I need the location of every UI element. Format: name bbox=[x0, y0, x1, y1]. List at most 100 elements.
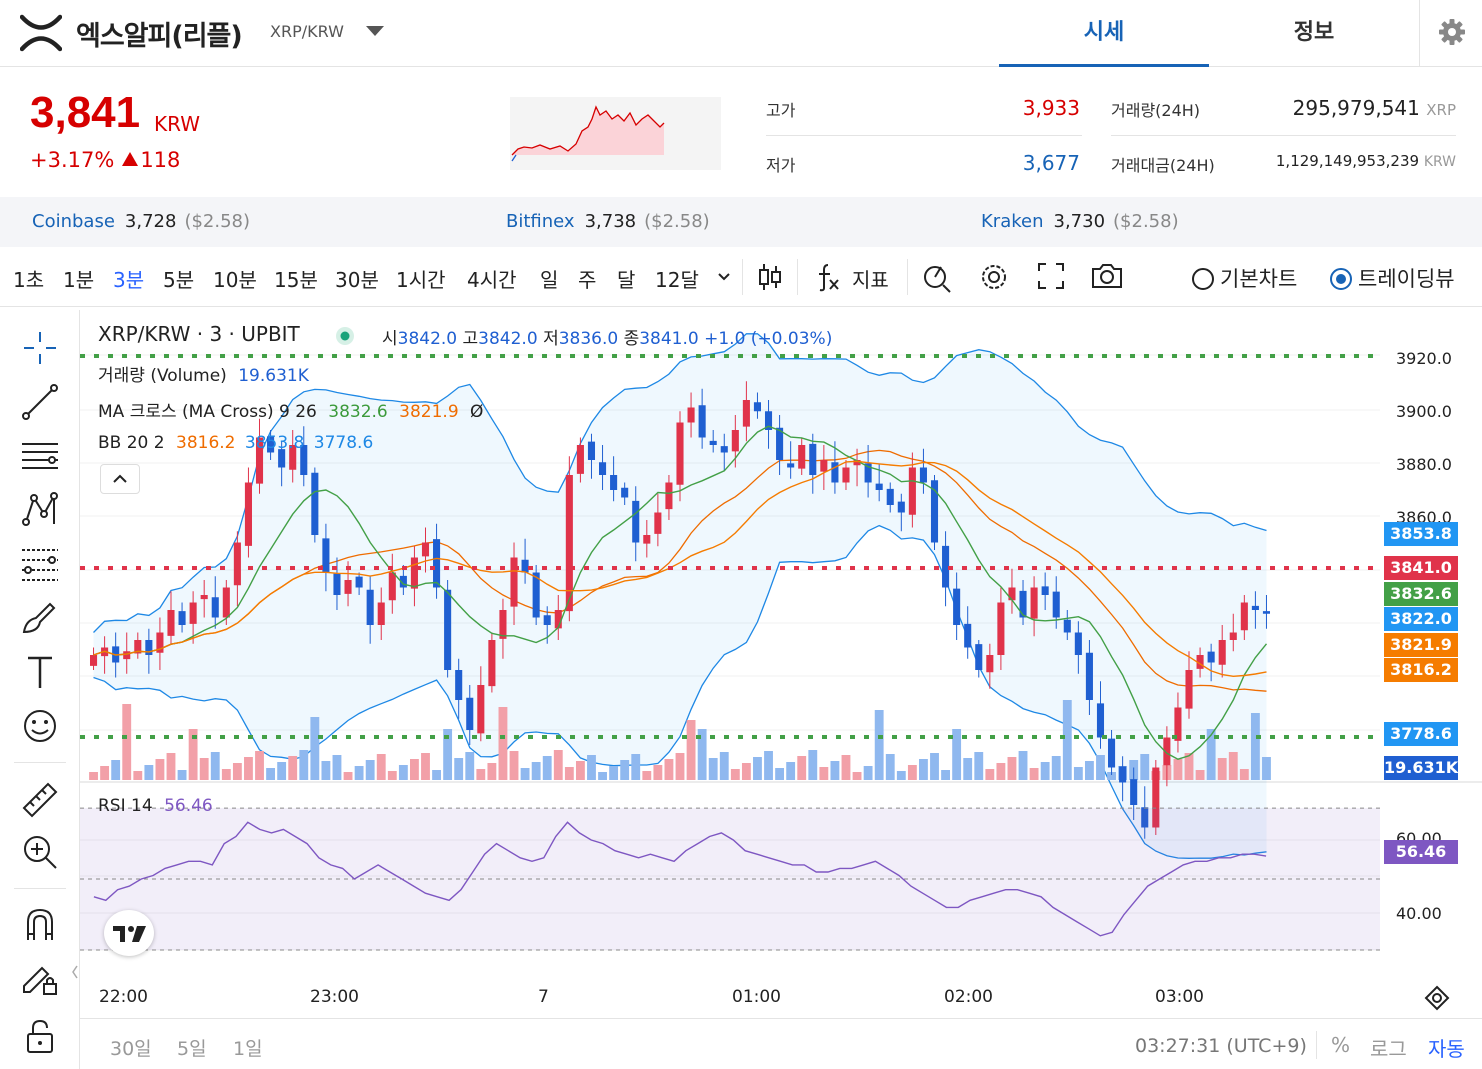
brush-icon[interactable] bbox=[20, 598, 60, 638]
settings-button[interactable] bbox=[1419, 0, 1482, 67]
volume-label: 거래량(24H) bbox=[1111, 101, 1201, 120]
settings-icon[interactable] bbox=[978, 261, 1010, 293]
candle-body bbox=[278, 449, 286, 468]
volume-bar bbox=[343, 772, 353, 780]
candle-body bbox=[764, 411, 773, 430]
timeframe-1s[interactable]: 1초 bbox=[13, 268, 45, 292]
range-1d[interactable]: 1일 bbox=[233, 1038, 263, 1060]
auto-toggle[interactable]: 자동 bbox=[1428, 1037, 1465, 1061]
rsi-name: RSI 14 bbox=[98, 796, 153, 816]
pattern-icon[interactable] bbox=[20, 490, 60, 530]
trend-line-icon[interactable] bbox=[20, 382, 60, 422]
moving-averages bbox=[93, 425, 1268, 760]
lock-icon[interactable] bbox=[20, 1016, 60, 1056]
pencil-lock-icon[interactable] bbox=[20, 958, 60, 998]
volume-bar bbox=[299, 750, 309, 780]
indicators-button[interactable]: 지표 bbox=[852, 268, 889, 292]
exchange-kraken[interactable]: Kraken 3,730 ($2.58) bbox=[981, 211, 1179, 232]
ruler-icon[interactable] bbox=[20, 780, 60, 820]
sparkline-chart bbox=[510, 97, 721, 170]
function-icon[interactable] bbox=[814, 261, 842, 293]
fullscreen-icon[interactable] bbox=[1036, 261, 1066, 291]
timeframe-day[interactable]: 일 bbox=[540, 268, 559, 292]
time-tick: 01:00 bbox=[732, 987, 781, 1007]
timeframe-30m[interactable]: 30분 bbox=[335, 268, 379, 292]
candle-body bbox=[333, 573, 341, 595]
mode-tradingview[interactable]: 트레이딩뷰 bbox=[1330, 263, 1455, 293]
log-toggle[interactable]: 로그 bbox=[1370, 1037, 1407, 1061]
zoom-in-icon[interactable] bbox=[20, 832, 60, 872]
trading-chart[interactable] bbox=[80, 310, 1482, 1018]
xrp-logo-icon bbox=[20, 14, 62, 52]
text-icon[interactable] bbox=[20, 652, 60, 692]
volume-unit: XRP bbox=[1426, 101, 1456, 119]
timeframe-5m[interactable]: 5분 bbox=[163, 268, 195, 292]
timeframe-12month[interactable]: 12달 bbox=[655, 268, 699, 292]
collapse-legend-button[interactable] bbox=[100, 464, 140, 494]
volume-bar bbox=[653, 765, 663, 780]
magnet-icon[interactable] bbox=[20, 906, 60, 946]
timeframe-10m[interactable]: 10분 bbox=[213, 268, 257, 292]
volume-bar bbox=[985, 769, 995, 780]
camera-icon[interactable] bbox=[1090, 261, 1124, 291]
volume-value: 295,979,541 XRP bbox=[1230, 96, 1456, 120]
time-tick: 03:00 bbox=[1155, 987, 1204, 1007]
bb-lower-tag: 3778.6 bbox=[1384, 722, 1458, 746]
legend-ma-cross: MA 크로스 (MA Cross) 9 26 3832.6 3821.9 Ø bbox=[98, 397, 483, 422]
candle-body bbox=[123, 651, 131, 660]
tab-info[interactable]: 정보 bbox=[1293, 20, 1335, 45]
volume-bar bbox=[531, 762, 541, 780]
volume-bar bbox=[410, 759, 419, 780]
volume-bar bbox=[1007, 757, 1017, 780]
timeframe-month[interactable]: 달 bbox=[617, 268, 636, 292]
range-30d[interactable]: 30일 bbox=[110, 1038, 152, 1060]
candle-body bbox=[842, 467, 850, 483]
timeframe-3m[interactable]: 3분 bbox=[113, 268, 145, 292]
candle-body bbox=[244, 482, 252, 546]
range-5d[interactable]: 5일 bbox=[177, 1038, 207, 1060]
fib-tool-icon[interactable] bbox=[20, 544, 60, 584]
candle-body bbox=[698, 405, 706, 438]
candle-body bbox=[1108, 738, 1116, 768]
volume-bar bbox=[1195, 770, 1205, 780]
volume-bar bbox=[609, 766, 619, 780]
candle-body bbox=[676, 422, 684, 485]
mode-basic-chart[interactable]: 기본차트 bbox=[1192, 263, 1297, 293]
timeframe-4h[interactable]: 4시간 bbox=[467, 268, 517, 292]
volume-bar bbox=[244, 757, 253, 780]
chevron-down-icon[interactable] bbox=[716, 271, 732, 283]
ma-slow-value: 3821.9 bbox=[399, 402, 459, 422]
tab-price[interactable]: 시세 bbox=[999, 0, 1209, 67]
exchange-bitfinex[interactable]: Bitfinex 3,738 ($2.58) bbox=[506, 211, 710, 232]
collapse-arrow-icon[interactable] bbox=[70, 960, 80, 984]
clock[interactable]: 03:27:31 (UTC+9) bbox=[1135, 1035, 1307, 1057]
percent-toggle[interactable]: % bbox=[1331, 1033, 1351, 1057]
candle-body bbox=[267, 436, 275, 453]
candle-body bbox=[89, 655, 98, 666]
candle-body bbox=[1030, 587, 1038, 619]
volume-bar bbox=[1040, 762, 1050, 780]
timeframe-1m[interactable]: 1분 bbox=[63, 268, 95, 292]
chevron-down-icon[interactable] bbox=[366, 26, 384, 36]
candle-body bbox=[964, 623, 972, 648]
legend-ohlc: 시3842.0 고3842.0 저3836.0 종3841.0 +1.0 (+0… bbox=[382, 324, 832, 349]
drawing-toolbar bbox=[0, 310, 80, 1069]
horizontal-lines-icon[interactable] bbox=[20, 436, 60, 476]
volume-bar bbox=[454, 758, 464, 780]
volume-bar bbox=[896, 771, 906, 780]
crosshair-icon[interactable] bbox=[20, 328, 60, 368]
candles-icon[interactable] bbox=[756, 261, 784, 293]
chart-settings-icon[interactable] bbox=[1424, 985, 1450, 1011]
timeframe-1h[interactable]: 1시간 bbox=[396, 268, 446, 292]
candle-body bbox=[1251, 605, 1259, 610]
emoji-icon[interactable] bbox=[20, 706, 60, 746]
legend-volume: 거래량 (Volume) 19.631K bbox=[98, 361, 309, 386]
divider bbox=[742, 259, 743, 295]
divider bbox=[1316, 1031, 1317, 1059]
alert-icon[interactable] bbox=[921, 261, 953, 293]
tradingview-logo[interactable] bbox=[104, 910, 154, 956]
timeframe-15m[interactable]: 15분 bbox=[274, 268, 318, 292]
timeframe-week[interactable]: 주 bbox=[578, 268, 597, 292]
bb-up-value: 3853.8 bbox=[244, 433, 305, 453]
exchange-coinbase[interactable]: Coinbase 3,728 ($2.58) bbox=[32, 211, 250, 232]
